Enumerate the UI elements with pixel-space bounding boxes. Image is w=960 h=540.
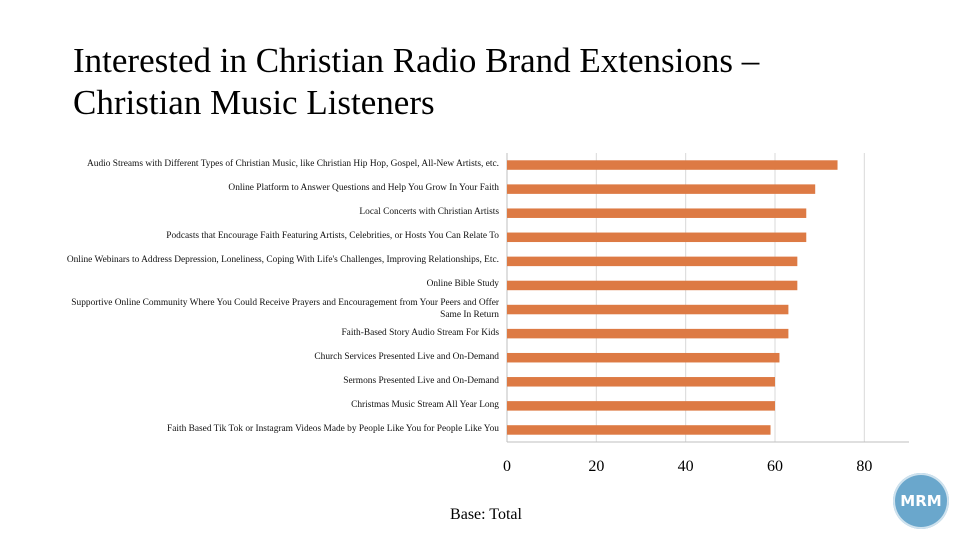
category-label-4: Podcasts that Encourage Faith Featuring … — [166, 231, 499, 242]
bar-1 — [507, 160, 838, 170]
x-tick-label-40: 40 — [678, 458, 694, 475]
x-tick-label-60: 60 — [767, 458, 783, 475]
category-label-7: Supportive Online Community Where You Co… — [71, 298, 499, 320]
bar-3 — [507, 208, 807, 218]
bar-7 — [507, 304, 789, 315]
base-note: Base: Total — [450, 506, 522, 523]
category-label-12: Faith Based Tik Tok or Instagram Videos … — [166, 423, 499, 434]
category-label-9: Church Services Presented Live and On-De… — [314, 351, 499, 362]
bar-10 — [507, 377, 775, 387]
bar-8 — [507, 328, 789, 339]
category-label-5: Online Webinars to Address Depression, L… — [66, 255, 499, 266]
bar-12 — [507, 425, 771, 435]
bar-6 — [507, 280, 798, 291]
mrm-logo-text: MRM — [900, 492, 942, 510]
category-label-3: Local Concerts with Christian Artists — [359, 207, 499, 218]
category-label-8: Faith-Based Story Audio Stream For Kids — [341, 327, 499, 338]
category-label-11: Christmas Music Stream All Year Long — [351, 399, 499, 410]
bar-4 — [507, 232, 807, 243]
x-tick-label-80: 80 — [856, 458, 872, 475]
bar-5 — [507, 256, 798, 267]
x-tick-label-20: 20 — [588, 458, 604, 475]
slide-title-line-1: Interested in Christian Radio Brand Exte… — [73, 41, 760, 80]
bar-2 — [507, 184, 816, 194]
category-label-2: Online Platform to Answer Questions and … — [228, 183, 499, 194]
category-label-1: Audio Streams with Different Types of Ch… — [87, 159, 499, 170]
category-label-6: Online Bible Study — [426, 279, 499, 290]
x-tick-label-0: 0 — [503, 458, 511, 475]
slide-title-line-2: Christian Music Listeners — [73, 83, 435, 122]
category-label-10: Sermons Presented Live and On-Demand — [343, 375, 499, 386]
slide-title: Interested in Christian Radio Brand Exte… — [73, 40, 873, 124]
bar-11 — [507, 401, 775, 411]
mrm-logo: MRM — [893, 473, 949, 529]
bar-9 — [507, 352, 780, 363]
